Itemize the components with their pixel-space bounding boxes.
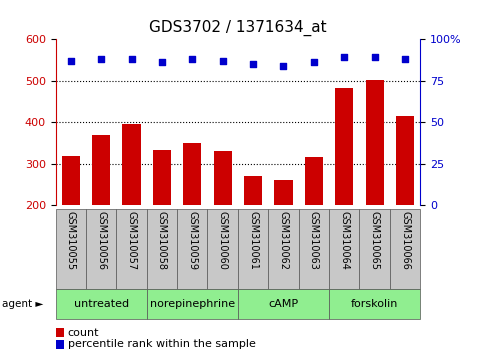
Bar: [329, 289, 420, 319]
Text: untreated: untreated: [73, 298, 128, 309]
Bar: [62, 156, 80, 205]
Bar: [238, 289, 329, 319]
Point: [280, 63, 287, 68]
Text: GSM310066: GSM310066: [400, 211, 410, 270]
Bar: [213, 151, 232, 205]
Bar: [305, 158, 323, 205]
Point: [188, 56, 196, 62]
Bar: [396, 116, 414, 205]
Bar: [390, 209, 420, 289]
Text: forskolin: forskolin: [351, 298, 398, 309]
Bar: [298, 209, 329, 289]
Text: GSM310056: GSM310056: [96, 211, 106, 270]
Text: GSM310061: GSM310061: [248, 211, 258, 270]
Bar: [147, 289, 238, 319]
Text: agent ►: agent ►: [2, 298, 44, 309]
Bar: [274, 179, 293, 205]
Title: GDS3702 / 1371634_at: GDS3702 / 1371634_at: [149, 20, 327, 36]
Bar: [329, 209, 359, 289]
Point: [401, 56, 409, 62]
Bar: [183, 143, 201, 205]
Text: GSM310062: GSM310062: [279, 211, 288, 270]
Point: [341, 55, 348, 60]
Bar: [56, 289, 147, 319]
Text: GSM310064: GSM310064: [339, 211, 349, 270]
Bar: [244, 176, 262, 205]
Bar: [177, 209, 208, 289]
Text: GSM310058: GSM310058: [157, 211, 167, 270]
Bar: [92, 135, 110, 205]
Bar: [335, 88, 354, 205]
Bar: [86, 209, 116, 289]
Point: [128, 56, 135, 62]
Bar: [153, 150, 171, 205]
Point: [97, 56, 105, 62]
Bar: [147, 209, 177, 289]
Text: percentile rank within the sample: percentile rank within the sample: [68, 339, 256, 349]
Text: GSM310063: GSM310063: [309, 211, 319, 270]
Bar: [268, 209, 298, 289]
Point: [158, 59, 166, 65]
Point: [219, 58, 227, 63]
Point: [67, 58, 74, 63]
Text: GSM310065: GSM310065: [369, 211, 380, 270]
Bar: [359, 209, 390, 289]
Text: GSM310057: GSM310057: [127, 211, 137, 270]
Point: [310, 59, 318, 65]
Text: GSM310055: GSM310055: [66, 211, 76, 270]
Text: count: count: [68, 328, 99, 338]
Text: cAMP: cAMP: [269, 298, 298, 309]
Bar: [56, 209, 86, 289]
Text: GSM310059: GSM310059: [187, 211, 197, 270]
Text: GSM310060: GSM310060: [218, 211, 227, 270]
Text: norepinephrine: norepinephrine: [150, 298, 235, 309]
Point: [249, 61, 257, 67]
Bar: [208, 209, 238, 289]
Point: [371, 55, 379, 60]
Bar: [238, 209, 268, 289]
Bar: [366, 80, 384, 205]
Bar: [116, 209, 147, 289]
Bar: [122, 124, 141, 205]
